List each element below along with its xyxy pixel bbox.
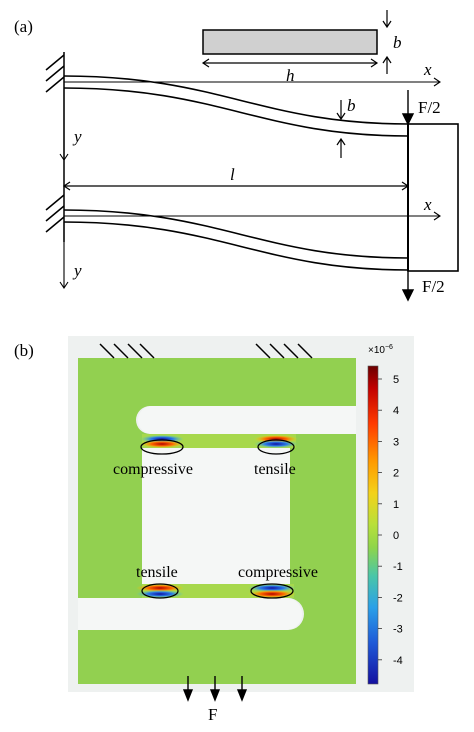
colorbar-tick-label: -1 bbox=[393, 561, 403, 573]
dimension-l bbox=[62, 181, 410, 191]
thickness-arrows-top bbox=[382, 10, 392, 74]
colorbar-multiplier: ×10−6 bbox=[368, 344, 393, 356]
x-axis-bottom bbox=[64, 211, 441, 221]
colorbar-tick-label: 5 bbox=[393, 374, 399, 386]
colorbar-tick-label: -4 bbox=[393, 655, 403, 667]
hotspot-lower-right-bottom bbox=[248, 590, 296, 598]
symbol-y-top: y bbox=[72, 127, 82, 146]
colorbar-tick-label: -2 bbox=[393, 592, 403, 604]
beam-thickness-sample bbox=[202, 29, 378, 55]
force-label-top: F/2 bbox=[418, 98, 441, 117]
lower-beam bbox=[63, 209, 409, 271]
symbol-b-top: b bbox=[393, 33, 402, 52]
x-axis-top bbox=[64, 77, 441, 87]
colorbar-tick-label: -3 bbox=[393, 624, 403, 636]
upper-beam bbox=[63, 75, 409, 137]
panel-a-label: (a) bbox=[14, 17, 33, 36]
symbol-b-beam: b bbox=[347, 96, 356, 115]
force-label-bottom: F/2 bbox=[422, 277, 445, 296]
dimension-h bbox=[201, 58, 379, 68]
colorbar-tick-label: 4 bbox=[393, 405, 399, 417]
label-tensile-bottom: tensile bbox=[136, 564, 178, 581]
label-compressive-bottom: compressive bbox=[238, 564, 318, 581]
upper-slot bbox=[138, 406, 356, 434]
thickness-arrows-beam bbox=[336, 100, 346, 158]
hotspot-lower-right-top bbox=[248, 584, 296, 592]
fixed-support-hatch bbox=[99, 343, 313, 359]
inner-window bbox=[142, 448, 290, 584]
fixed-wall-hatch bbox=[45, 52, 65, 242]
hotspot-upper-left-bottom bbox=[140, 440, 184, 448]
symbol-x-top: x bbox=[423, 60, 432, 79]
symbol-y-bottom: y bbox=[72, 261, 82, 280]
annotation-ellipses bbox=[140, 439, 295, 599]
panel-b-label: (b) bbox=[14, 341, 34, 360]
load-arrows bbox=[182, 676, 248, 702]
y-axis-bottom bbox=[59, 222, 69, 289]
colorbar-tick-label: 1 bbox=[393, 499, 399, 511]
label-tensile-top: tensile bbox=[254, 461, 296, 478]
force-arrow-bottom bbox=[401, 271, 415, 302]
rigid-end-block bbox=[407, 123, 459, 272]
colorbar-tick-label: 2 bbox=[393, 468, 399, 480]
symbol-l: l bbox=[230, 165, 235, 184]
colorbar-ticks: 5 4 3 2 1 0 -1 -2 -3 -4 bbox=[378, 374, 403, 667]
force-arrow-top bbox=[401, 90, 415, 126]
colorbar-tick-label: 3 bbox=[393, 436, 399, 448]
symbol-x-bottom: x bbox=[423, 195, 432, 214]
colorbar bbox=[367, 365, 379, 685]
colorbar-tick-label: 0 bbox=[393, 530, 399, 542]
force-label-f: F bbox=[208, 705, 217, 724]
symbol-h: h bbox=[286, 66, 295, 85]
lower-slot bbox=[78, 598, 302, 630]
label-compressive-top: compressive bbox=[113, 461, 193, 478]
y-axis-top bbox=[59, 88, 69, 161]
